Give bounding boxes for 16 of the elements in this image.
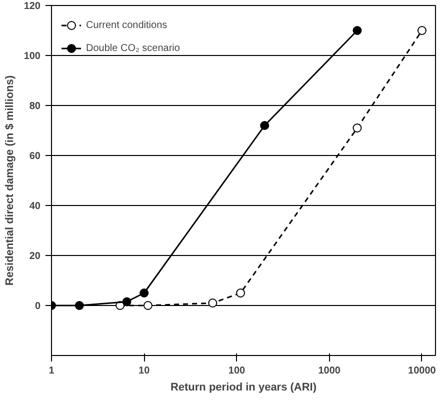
y-tick-label: 60 <box>29 151 41 162</box>
y-tick-label: 100 <box>24 51 41 62</box>
x-tick-label: 1 <box>48 366 55 376</box>
y-tick-label: 120 <box>24 1 41 12</box>
x-tick-label: 10 <box>138 366 150 376</box>
y-tick-label: 20 <box>29 251 41 262</box>
x-tick-label: 100 <box>228 366 246 376</box>
y-tick-label: 0 <box>34 301 41 312</box>
legend-label: Double CO₂ scenario <box>86 42 180 54</box>
x-axis-title: Return period in years (ARI) <box>170 382 317 394</box>
y-axis-title: Residential direct damage (in $ millions) <box>4 75 16 286</box>
legend-label: Current conditions <box>86 20 168 30</box>
x-tick-label: 1000 <box>318 366 341 376</box>
y-tick-label: 80 <box>29 101 41 112</box>
x-tick-label: 10000 <box>408 366 436 376</box>
y-tick-label: 40 <box>29 201 41 212</box>
